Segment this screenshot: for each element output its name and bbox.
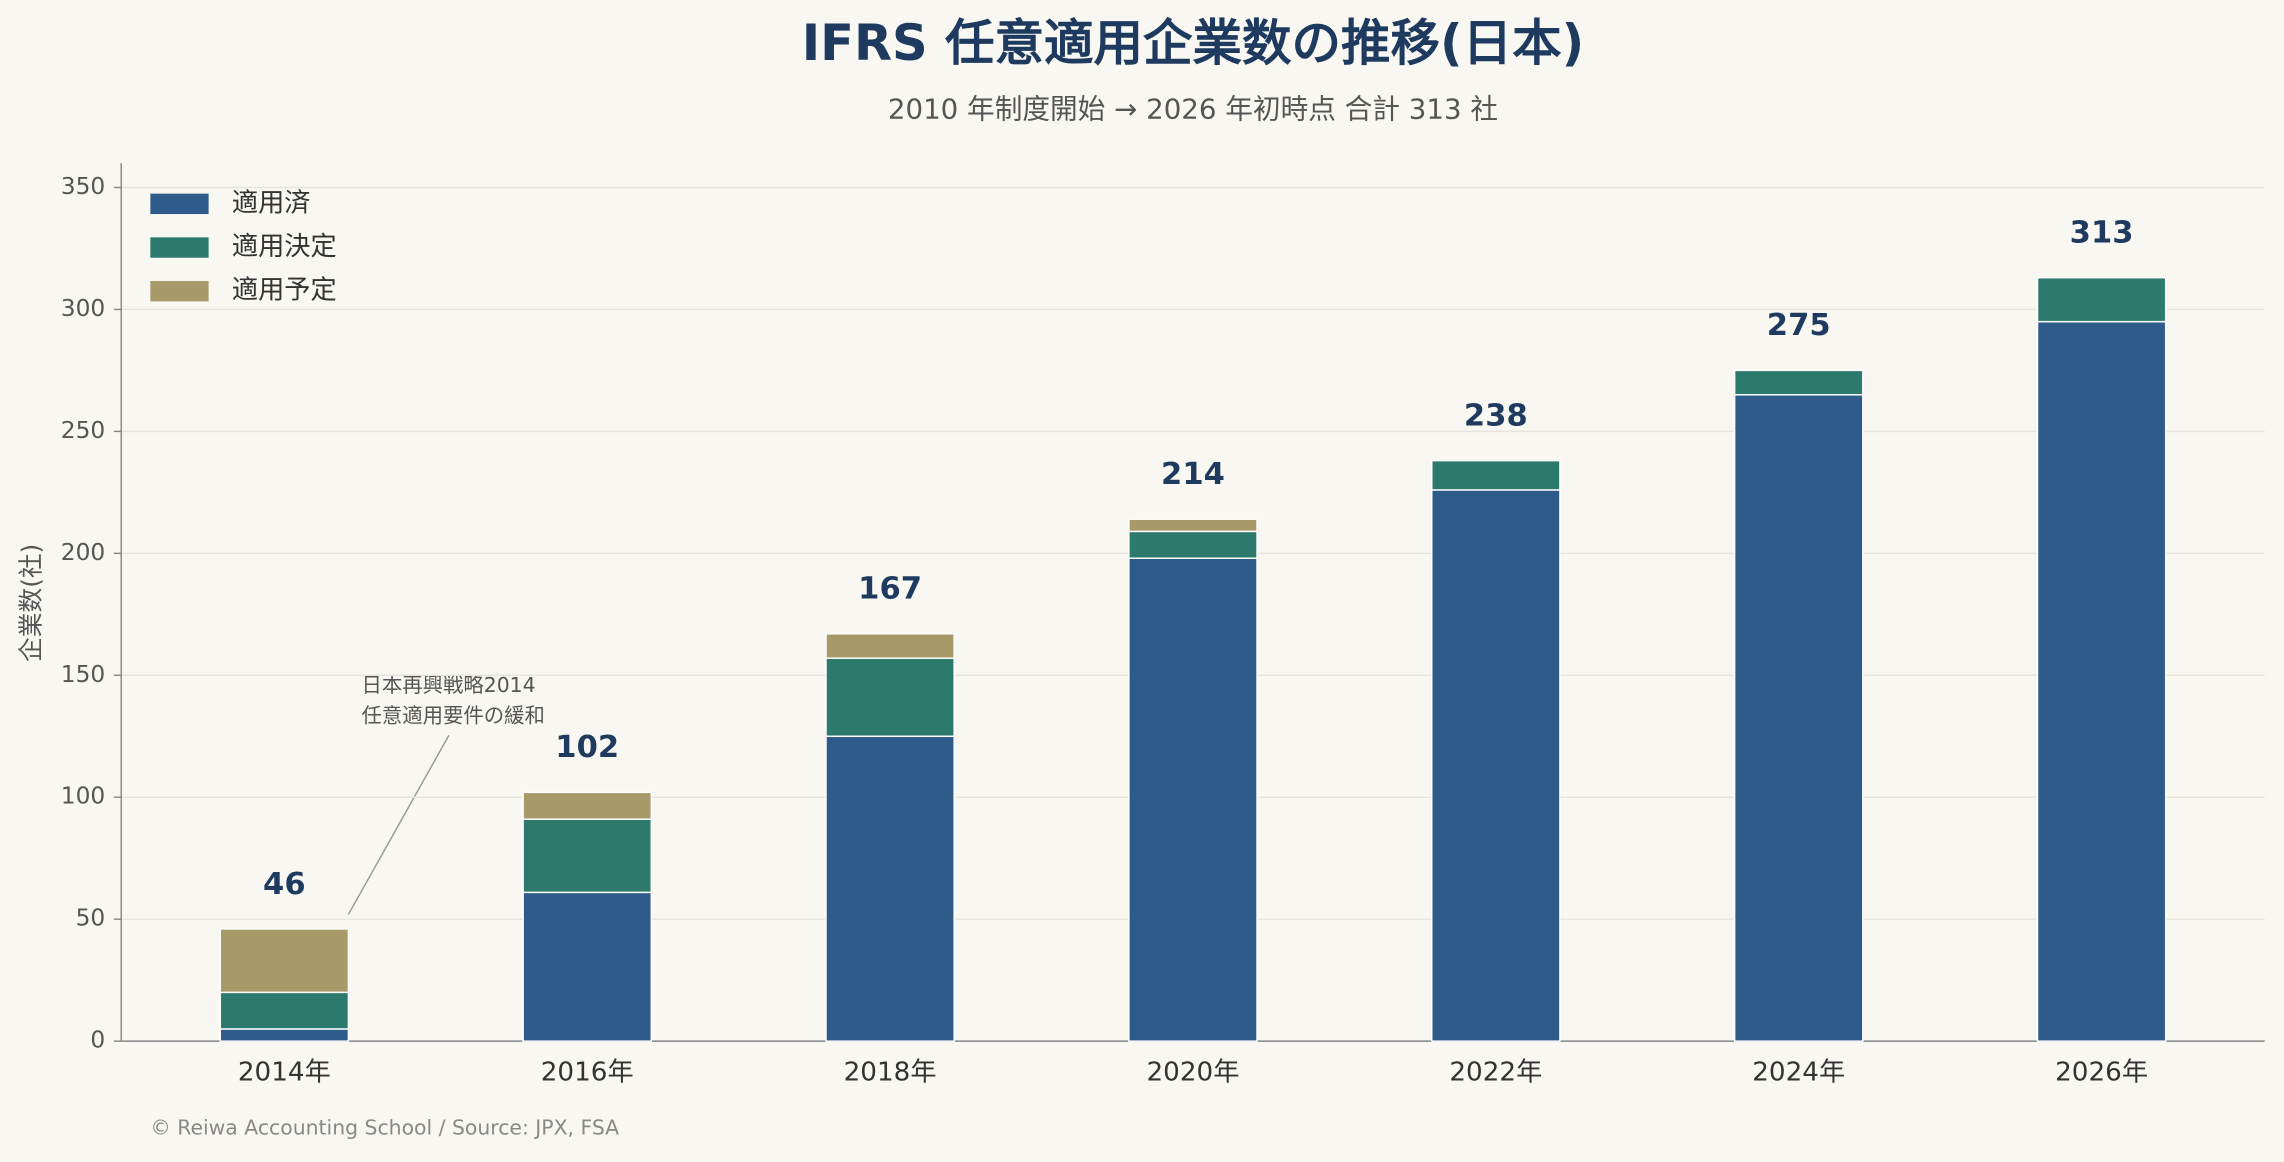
legend-swatch <box>150 237 209 258</box>
x-tick-label: 2026年 <box>2055 1058 2148 1088</box>
total-label: 102 <box>555 730 619 765</box>
bar-segment <box>1431 459 1561 491</box>
bar-segment <box>825 657 955 737</box>
y-tick-label: 250 <box>61 417 105 444</box>
chart-title: IFRS 任意適用企業数の推移(日本) <box>802 14 1584 72</box>
bar-segment <box>1128 530 1258 559</box>
x-tick-label: 2014年 <box>238 1058 331 1088</box>
annotation-text: 任意適用要件の緩和 <box>362 703 545 727</box>
legend-label: 適用予定 <box>232 276 337 306</box>
legend-label: 適用決定 <box>232 232 337 262</box>
bar-segment <box>1733 369 1864 396</box>
y-tick-label: 200 <box>61 539 105 566</box>
bar-segment <box>522 891 653 1042</box>
total-label: 238 <box>1464 398 1528 433</box>
y-tick-label: 0 <box>90 1027 105 1054</box>
y-tick-label: 100 <box>61 783 105 810</box>
bar-segment <box>1128 518 1258 533</box>
legend-swatch <box>150 193 209 215</box>
total-label: 167 <box>858 572 922 607</box>
bar-segment <box>1733 394 1864 1042</box>
x-tick-label: 2020年 <box>1147 1058 1240 1088</box>
total-label: 313 <box>2070 216 2134 251</box>
bar-segment <box>219 928 350 994</box>
bar-segment <box>219 1028 350 1042</box>
legend-label: 適用済 <box>232 188 311 218</box>
bar-segment <box>1128 557 1258 1042</box>
bar-segment <box>825 735 955 1042</box>
x-tick-label: 2022年 <box>1449 1058 1542 1088</box>
y-tick-label: 150 <box>61 661 105 688</box>
bar-segment <box>219 991 350 1030</box>
bar-segment <box>2036 276 2167 323</box>
chart-subtitle: 2010 年制度開始 → 2026 年初時点 合計 313 社 <box>888 93 1498 126</box>
x-tick-label: 2018年 <box>844 1058 937 1088</box>
annotation-line <box>347 734 450 915</box>
total-label: 214 <box>1161 457 1225 492</box>
y-axis-label: 企業数(社) <box>16 544 45 662</box>
legend-swatch <box>150 281 209 302</box>
total-label: 46 <box>263 867 306 902</box>
y-tick-label: 350 <box>61 173 105 200</box>
bar-segment <box>1431 489 1561 1042</box>
total-label: 275 <box>1767 308 1831 343</box>
bar-segment <box>522 818 653 894</box>
footer: © Reiwa Accounting School / Source: JPX,… <box>150 1116 619 1140</box>
x-tick-label: 2024年 <box>1752 1058 1845 1088</box>
bar-segment <box>2036 320 2167 1042</box>
y-tick-label: 50 <box>76 905 106 932</box>
x-tick-label: 2016年 <box>541 1058 634 1088</box>
y-tick-label: 300 <box>61 295 105 322</box>
bar-segment <box>522 791 653 820</box>
bar-segment <box>825 633 955 659</box>
annotation-text: 日本再興戦略2014 <box>362 673 536 697</box>
